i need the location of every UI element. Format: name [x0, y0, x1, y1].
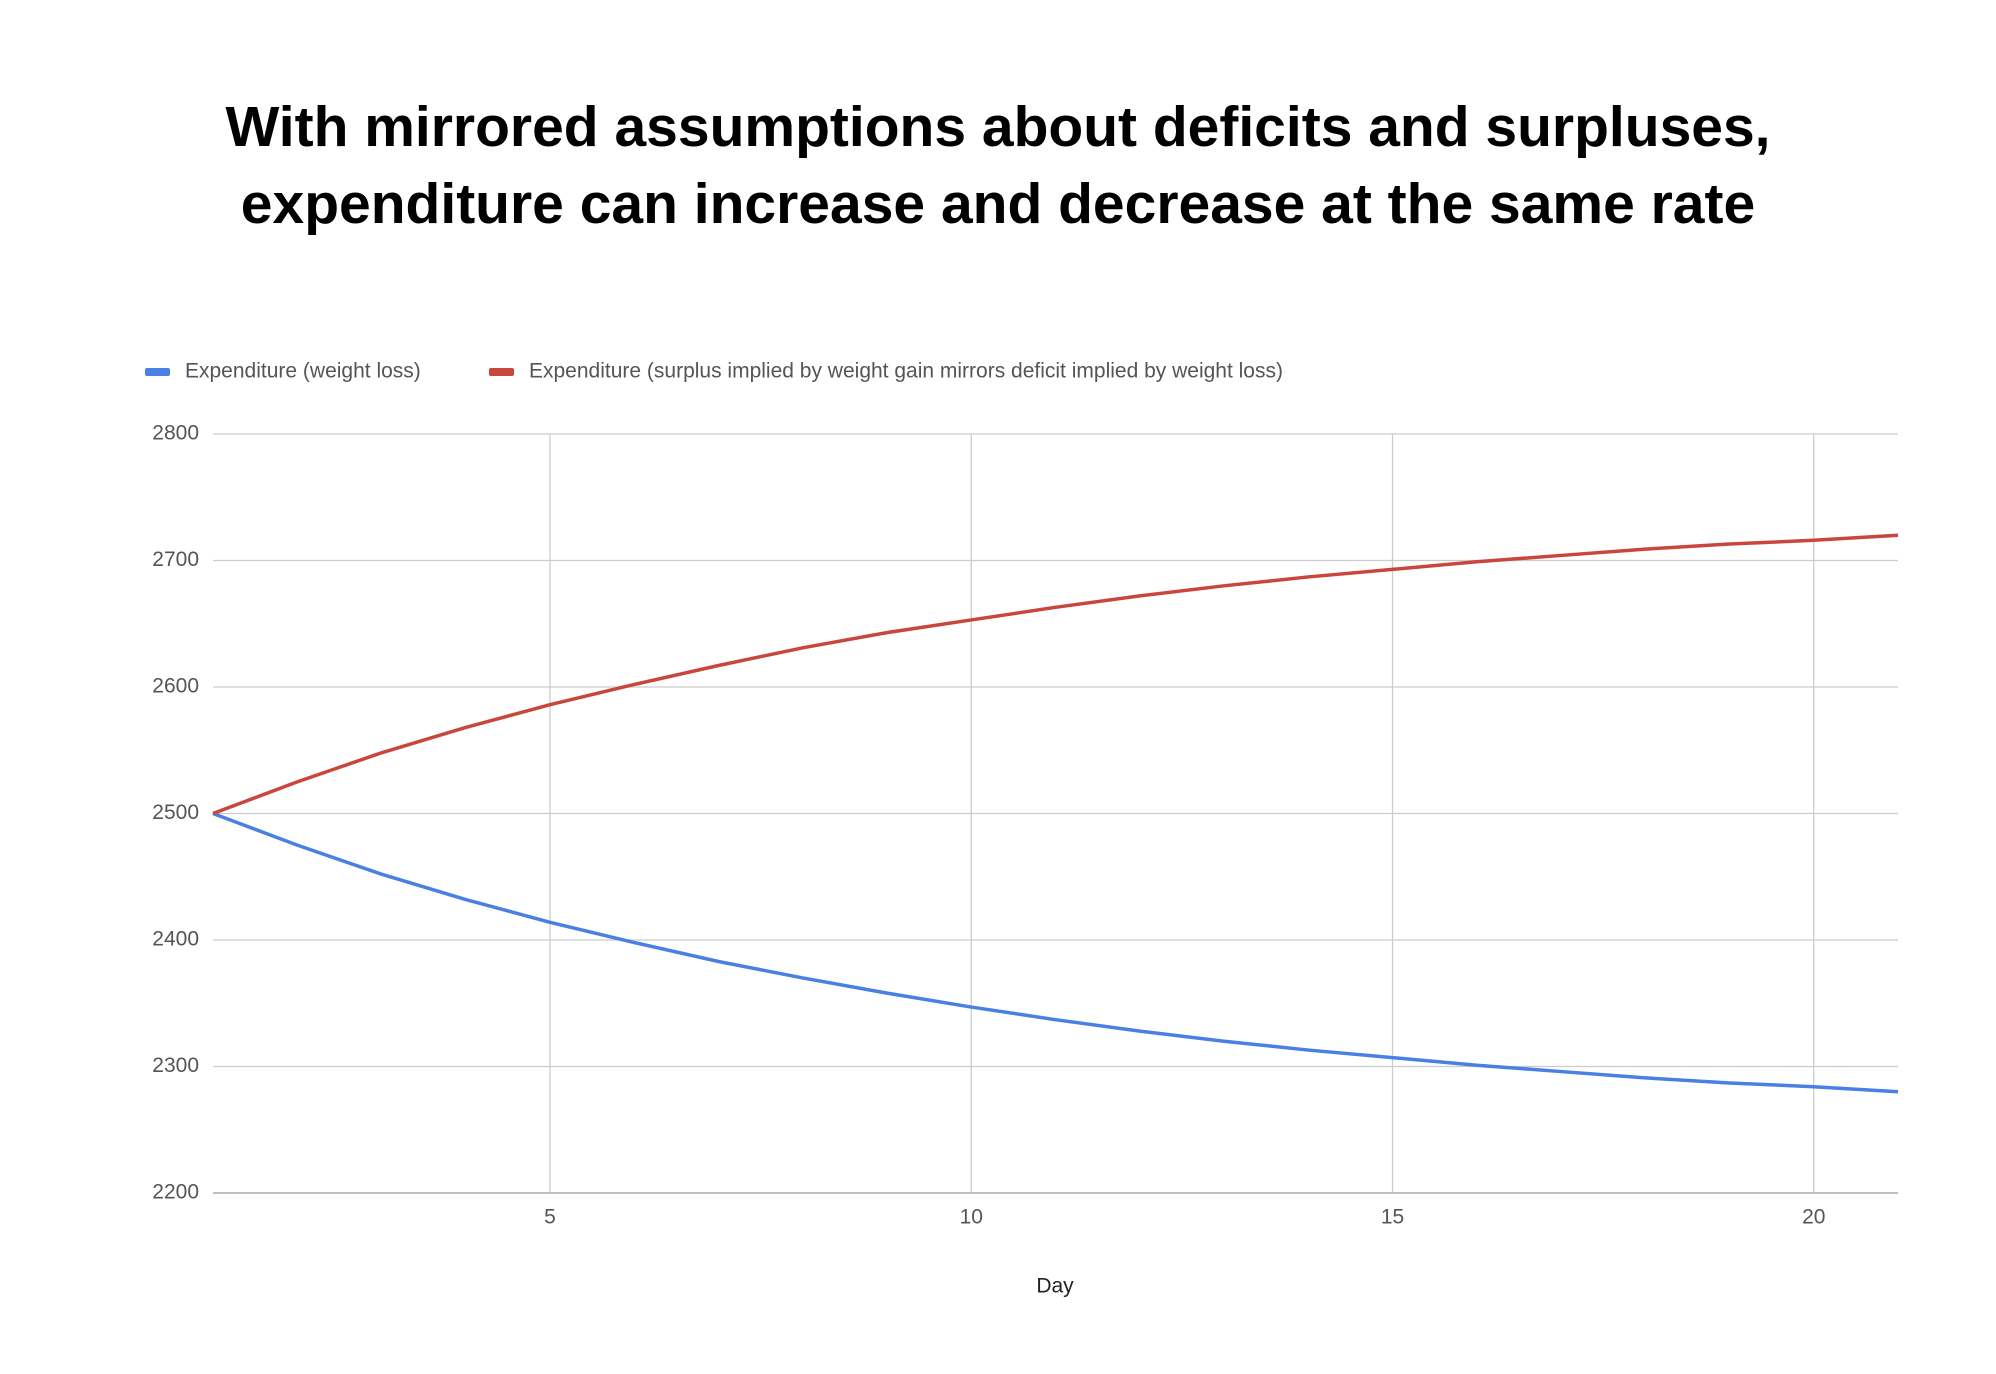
x-tick-label: 15: [1381, 1206, 1404, 1229]
legend-label: Expenditure (weight loss): [185, 360, 421, 383]
line-series: [212, 811, 1899, 1094]
chart-title: With mirrored assumptions about deficits…: [225, 95, 1770, 159]
y-tick-label: 2300: [152, 1054, 199, 1077]
y-tick-label: 2200: [152, 1181, 199, 1204]
x-tick-label: 10: [960, 1206, 983, 1229]
y-tick-label: 2800: [152, 422, 199, 445]
legend-swatch: [489, 368, 514, 376]
chart-title: expenditure can increase and decrease at…: [241, 172, 1755, 236]
x-axis-label: Day: [1036, 1275, 1074, 1298]
x-tick-label: 5: [544, 1206, 556, 1229]
y-tick-label: 2700: [152, 548, 199, 571]
y-tick-label: 2600: [152, 675, 199, 698]
legend-label: Expenditure (surplus implied by weight g…: [529, 360, 1283, 383]
legend-swatch: [145, 368, 170, 376]
y-tick-label: 2400: [152, 928, 199, 951]
y-tick-label: 2500: [152, 801, 199, 824]
x-tick-label: 20: [1802, 1206, 1825, 1229]
line-series: [212, 533, 1899, 816]
